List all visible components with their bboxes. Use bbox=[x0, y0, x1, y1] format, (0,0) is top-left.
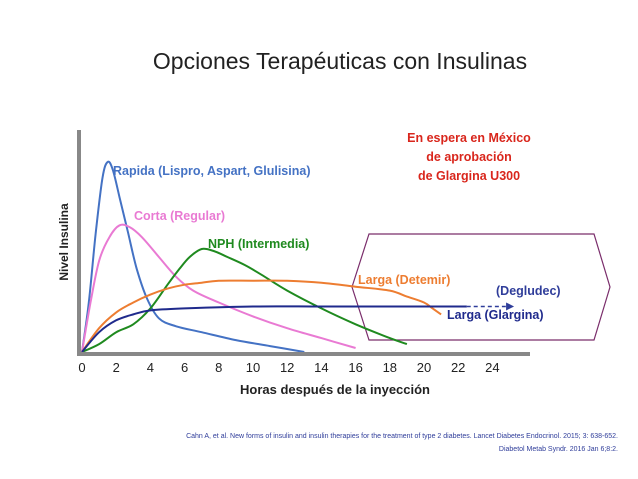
degludec-arrowhead bbox=[506, 302, 515, 311]
x-tick-label: 4 bbox=[147, 360, 154, 375]
series-line-short bbox=[81, 223, 356, 353]
x-tick-label: 12 bbox=[280, 360, 294, 375]
note-line-3: de Glargina U300 bbox=[418, 169, 520, 183]
x-tick-label: 20 bbox=[417, 360, 431, 375]
x-tick-label: 16 bbox=[348, 360, 362, 375]
x-axis-label: Horas después de la inyección bbox=[240, 382, 430, 397]
label-detemir: Larga (Detemir) bbox=[358, 273, 450, 287]
label-glargine: Larga (Glargina) bbox=[447, 308, 544, 322]
citation-line-1: Cahn A, et al. New forms of insulin and … bbox=[186, 433, 618, 440]
x-tick-label: 10 bbox=[246, 360, 260, 375]
x-tick-label: 18 bbox=[383, 360, 397, 375]
x-tick-label: 14 bbox=[314, 360, 328, 375]
note-line-2: de aprobación bbox=[426, 150, 511, 164]
series-line-glargine bbox=[81, 305, 467, 353]
label-nph: NPH (Intermedia) bbox=[208, 237, 309, 251]
x-tick-label: 22 bbox=[451, 360, 465, 375]
x-tick-label: 24 bbox=[485, 360, 499, 375]
series-line-detemir bbox=[81, 279, 442, 353]
curves-layer bbox=[81, 160, 515, 353]
degludec-callout bbox=[351, 233, 611, 341]
note-line-1: En espera en México bbox=[407, 131, 531, 145]
label-degludec: (Degludec) bbox=[496, 284, 561, 298]
label-rapid: Rapida (Lispro, Aspart, Glulisina) bbox=[113, 164, 310, 178]
citation-line-2: Diabetol Metab Syndr. 2016 Jan 6;8:2. bbox=[498, 446, 618, 453]
x-tick-label: 0 bbox=[78, 360, 85, 375]
slide-title: Opciones Terapéuticas con Insulinas bbox=[152, 48, 528, 74]
label-short: Corta (Regular) bbox=[134, 209, 225, 223]
x-tick-label: 6 bbox=[181, 360, 188, 375]
y-axis-label: Nivel Insulina bbox=[57, 203, 71, 281]
x-tick-labels: 0 2 4 6 8 10 12 14 16 18 20 22 24 bbox=[78, 360, 499, 375]
x-tick-label: 2 bbox=[113, 360, 120, 375]
series-line-rapid bbox=[81, 160, 305, 353]
x-tick-label: 8 bbox=[215, 360, 222, 375]
series-line-nph bbox=[81, 247, 408, 353]
